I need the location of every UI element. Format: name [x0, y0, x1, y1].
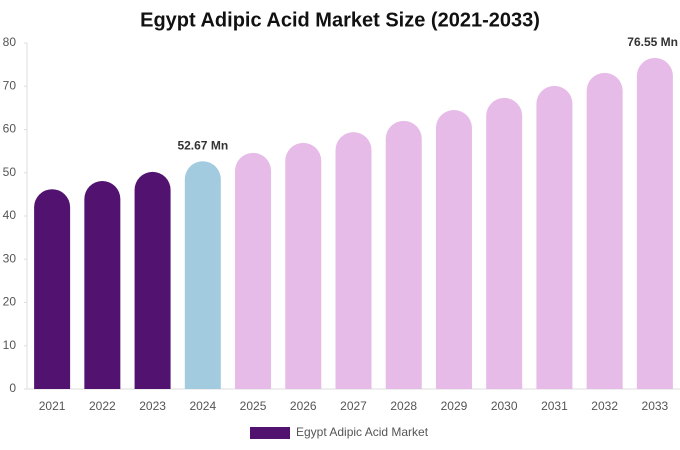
y-tick-label: 70 [3, 78, 17, 92]
legend-swatch [250, 427, 290, 439]
bar [385, 120, 422, 389]
bar [536, 85, 573, 389]
y-tick-label: 50 [3, 165, 17, 179]
y-tick-label: 40 [3, 208, 17, 222]
y-tick-label: 0 [9, 381, 16, 395]
value-label: 52.67 Mn [177, 138, 228, 152]
bar [636, 57, 673, 389]
bar [235, 152, 272, 389]
y-tick-label: 60 [3, 122, 17, 136]
value-label: 76.55 Mn [627, 35, 678, 49]
x-tick-label: 2032 [591, 399, 618, 413]
bar [84, 180, 121, 389]
x-tick-label: 2021 [39, 399, 66, 413]
bar [34, 189, 71, 389]
x-tick-label: 2022 [89, 399, 116, 413]
y-tick-label: 10 [3, 338, 17, 352]
x-tick-label: 2023 [139, 399, 166, 413]
bar [586, 72, 623, 389]
legend-label: Egypt Adipic Acid Market [296, 425, 429, 439]
y-tick-label: 20 [3, 295, 17, 309]
x-tick-label: 2026 [290, 399, 317, 413]
bar [335, 132, 372, 389]
x-tick-label: 2030 [491, 399, 518, 413]
x-tick-label: 2028 [390, 399, 417, 413]
x-tick-label: 2033 [642, 399, 669, 413]
x-tick-label: 2031 [541, 399, 568, 413]
bar [285, 142, 322, 389]
bar [184, 161, 221, 389]
x-tick-label: 2024 [189, 399, 216, 413]
x-tick-label: 2025 [240, 399, 267, 413]
bar [486, 97, 523, 390]
chart-title: Egypt Adipic Acid Market Size (2021-2033… [140, 9, 540, 31]
x-tick-label: 2029 [441, 399, 468, 413]
y-tick-label: 30 [3, 251, 17, 265]
y-tick-label: 80 [3, 35, 17, 49]
bar [134, 171, 171, 389]
bar [435, 110, 472, 389]
x-tick-label: 2027 [340, 399, 367, 413]
